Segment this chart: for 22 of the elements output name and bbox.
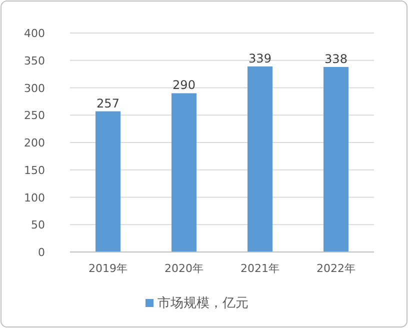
legend: 市场规模，亿元 xyxy=(146,296,248,311)
data-label: 339 xyxy=(248,51,272,66)
x-tick-label: 2021年 xyxy=(240,262,280,275)
y-tick-label: 50 xyxy=(31,218,45,232)
bar xyxy=(248,66,272,252)
bar xyxy=(324,66,348,252)
y-tick-label: 400 xyxy=(24,27,45,40)
data-label: 290 xyxy=(172,78,196,92)
x-tick-label: 2019年 xyxy=(88,262,128,275)
y-tick-label: 200 xyxy=(24,136,45,150)
data-label: 338 xyxy=(324,52,348,66)
bar xyxy=(96,111,120,252)
y-tick-label: 300 xyxy=(24,82,45,95)
x-tick-label: 2022年 xyxy=(316,262,356,275)
x-tick-label: 2020年 xyxy=(164,262,204,275)
y-tick-label: 100 xyxy=(24,191,45,204)
data-label: 257 xyxy=(96,96,120,110)
bar xyxy=(172,93,196,252)
y-tick-label: 0 xyxy=(38,246,45,259)
y-tick-label: 150 xyxy=(24,164,45,177)
y-tick-label: 350 xyxy=(24,54,45,68)
y-tick-label: 250 xyxy=(24,109,45,122)
